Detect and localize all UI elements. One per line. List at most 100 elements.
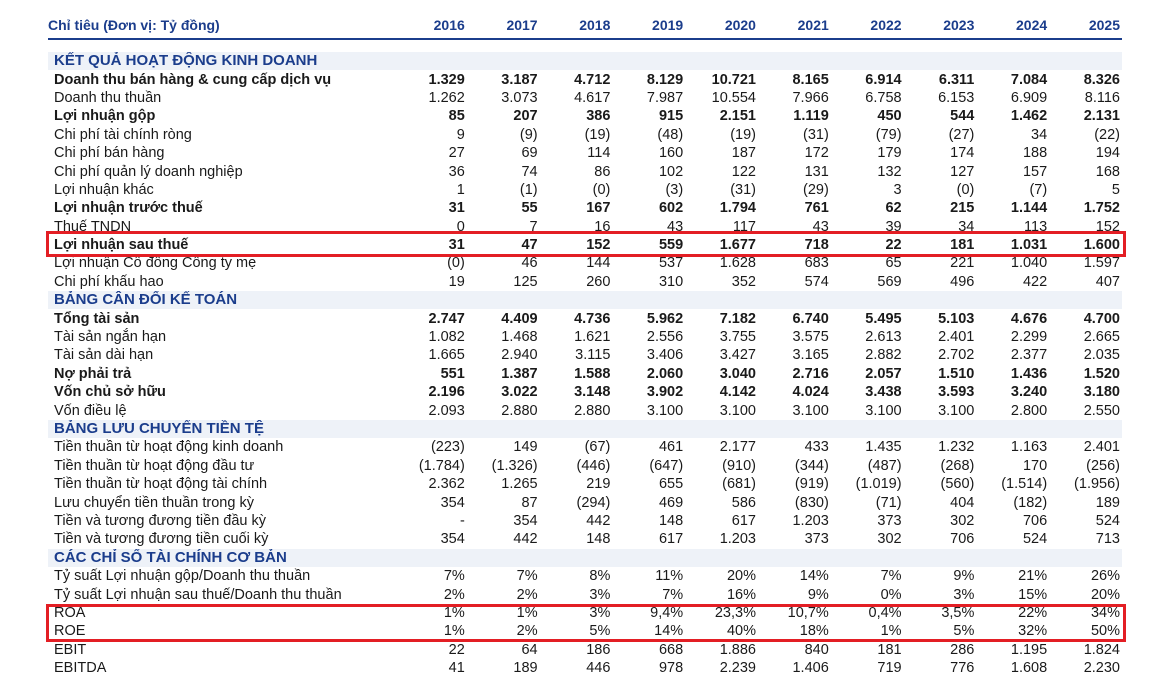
value-cell: 6.914	[865, 71, 902, 88]
value-cell: 23,3%	[714, 604, 756, 621]
value-cell: 1.163	[1010, 439, 1048, 456]
value-cell: 3.165	[792, 347, 829, 364]
value-cell: 1.468	[501, 329, 538, 346]
value-cell: 4.712	[574, 71, 611, 88]
value-cell: 1.329	[428, 71, 465, 88]
value-cell: (71)	[875, 494, 902, 511]
value-cell: 3.073	[501, 89, 538, 106]
value-cell: 55	[521, 200, 538, 217]
value-cell: 31	[448, 237, 465, 254]
value-cell: 4.142	[719, 384, 756, 401]
table-row: Tiền thuần từ hoạt động tài chính 2.362 1.…	[48, 475, 1122, 493]
value-cell: 2.177	[719, 439, 756, 456]
value-cell: 3.100	[719, 402, 756, 419]
row-label: Chi phí khấu hao	[54, 273, 164, 290]
value-cell: (48)	[657, 126, 684, 143]
row-label: Tiền thuần từ hoạt động tài chính	[54, 476, 268, 493]
value-cell: (19)	[584, 126, 611, 143]
row-label: Lợi nhuận gộp	[54, 108, 156, 125]
value-cell: (3)	[665, 181, 684, 198]
value-cell: 404	[950, 494, 975, 511]
value-cell: 3%	[953, 586, 975, 603]
value-cell: 125	[513, 273, 538, 290]
row-label: Thuế TNDN	[54, 218, 132, 235]
value-cell: 8.129	[646, 71, 684, 88]
value-cell: 148	[658, 512, 684, 529]
value-cell: 2%	[516, 586, 538, 603]
value-cell: 74	[521, 163, 538, 180]
value-cell: 373	[804, 531, 829, 548]
value-cell: 36	[448, 163, 465, 180]
table-row: Chi phí tài chính ròng 9 (9) (19) (48) (19) (3…	[48, 126, 1122, 144]
value-cell: 168	[1095, 163, 1120, 180]
value-cell: 655	[658, 476, 684, 493]
value-cell: 524	[1022, 531, 1048, 548]
value-cell: 0,4%	[868, 604, 902, 621]
value-cell: (79)	[875, 126, 902, 143]
value-cell: 132	[877, 163, 902, 180]
spacer-row	[48, 39, 1122, 52]
row-label: Tài sản dài hạn	[54, 347, 154, 364]
value-cell: 1.520	[1083, 365, 1120, 382]
value-cell: 617	[731, 512, 756, 529]
row-label: Lợi nhuận sau thuế	[54, 237, 189, 254]
value-cell: 114	[587, 145, 611, 162]
value-cell: 41	[448, 660, 465, 677]
table-row: Nợ phải trả 551 1.387 1.588 2.060 3.040 2.716 2…	[48, 365, 1122, 383]
value-cell: 537	[658, 255, 684, 272]
value-cell: 34	[1031, 126, 1048, 143]
table-row: Chi phí khấu hao 19 125 260 310 352 574 569 496 4…	[48, 273, 1122, 291]
value-cell: 43	[667, 218, 684, 235]
table-row: EBITDA 41 189 446 978 2.239 1.406 719 776 1.608 2.…	[48, 659, 1122, 677]
value-cell: 6.153	[938, 89, 975, 106]
table-row: Tỷ suất Lợi nhuận sau thuế/Doanh thu thu…	[48, 585, 1122, 603]
value-cell: (27)	[948, 126, 975, 143]
table-row: Lưu chuyển tiền thuần trong kỳ 354 87 (294)…	[48, 493, 1122, 511]
value-cell: 1.600	[1083, 237, 1120, 254]
value-cell: 26%	[1090, 568, 1120, 585]
value-cell: 7.084	[1010, 71, 1048, 88]
value-cell: 1%	[880, 623, 902, 640]
value-cell: 9	[456, 126, 465, 143]
value-cell: 2.131	[1083, 108, 1120, 125]
value-cell: 1.031	[1010, 237, 1048, 254]
year-header: 2024	[976, 12, 1050, 40]
row-label: Tỷ suất Lợi nhuận sau thuế/Doanh thu thu…	[54, 586, 342, 603]
table-row: ROE 1% 2% 5% 14% 40% 18% 1% 5% 32% 50%	[48, 622, 1122, 640]
value-cell: 2.362	[428, 476, 465, 493]
value-cell: 5%	[589, 623, 611, 640]
table-row: Tiền và tương đương tiền đầu kỳ - 354 442 14…	[48, 512, 1122, 530]
value-cell: 1.462	[1010, 108, 1048, 125]
value-cell: 170	[1022, 457, 1048, 474]
value-cell: 4.700	[1083, 310, 1120, 327]
table-row: Tài sản ngắn hạn 1.082 1.468 1.621 2.556 3.75…	[48, 328, 1122, 346]
value-cell: 433	[804, 439, 829, 456]
value-cell: 18%	[799, 623, 829, 640]
value-cell: 586	[731, 494, 756, 511]
value-cell: 15%	[1018, 586, 1048, 603]
value-cell: 1%	[516, 604, 538, 621]
value-cell: 422	[1022, 273, 1048, 290]
value-cell: 113	[1024, 218, 1048, 235]
value-cell: 1.435	[865, 439, 902, 456]
value-cell: 7%	[662, 586, 684, 603]
table-row: Lợi nhuận gộp 85 207 386 915 2.151 1.119 450 544…	[48, 107, 1122, 125]
value-cell: (344)	[794, 457, 829, 474]
value-cell: 47	[521, 237, 538, 254]
value-cell: 3.180	[1083, 384, 1120, 401]
value-cell: (1.326)	[491, 457, 538, 474]
value-cell: 407	[1095, 273, 1120, 290]
value-cell: 69	[521, 145, 538, 162]
value-cell: 186	[586, 641, 611, 658]
value-cell: 1.203	[792, 512, 829, 529]
value-cell: 524	[1095, 512, 1120, 529]
section-title: CÁC CHỈ SỐ TÀI CHÍNH CƠ BẢN	[48, 548, 1122, 567]
value-cell: 354	[440, 494, 465, 511]
value-cell: 65	[885, 255, 902, 272]
value-cell: (910)	[722, 457, 756, 474]
value-cell: 152	[586, 237, 611, 254]
row-label: Lợi nhuận trước thuế	[54, 200, 203, 217]
value-cell: 1.387	[501, 365, 538, 382]
value-cell: 219	[586, 476, 611, 493]
table-row: Lợi nhuận sau thuế 31 47 152 559 1.677 718 22 18…	[48, 236, 1122, 254]
